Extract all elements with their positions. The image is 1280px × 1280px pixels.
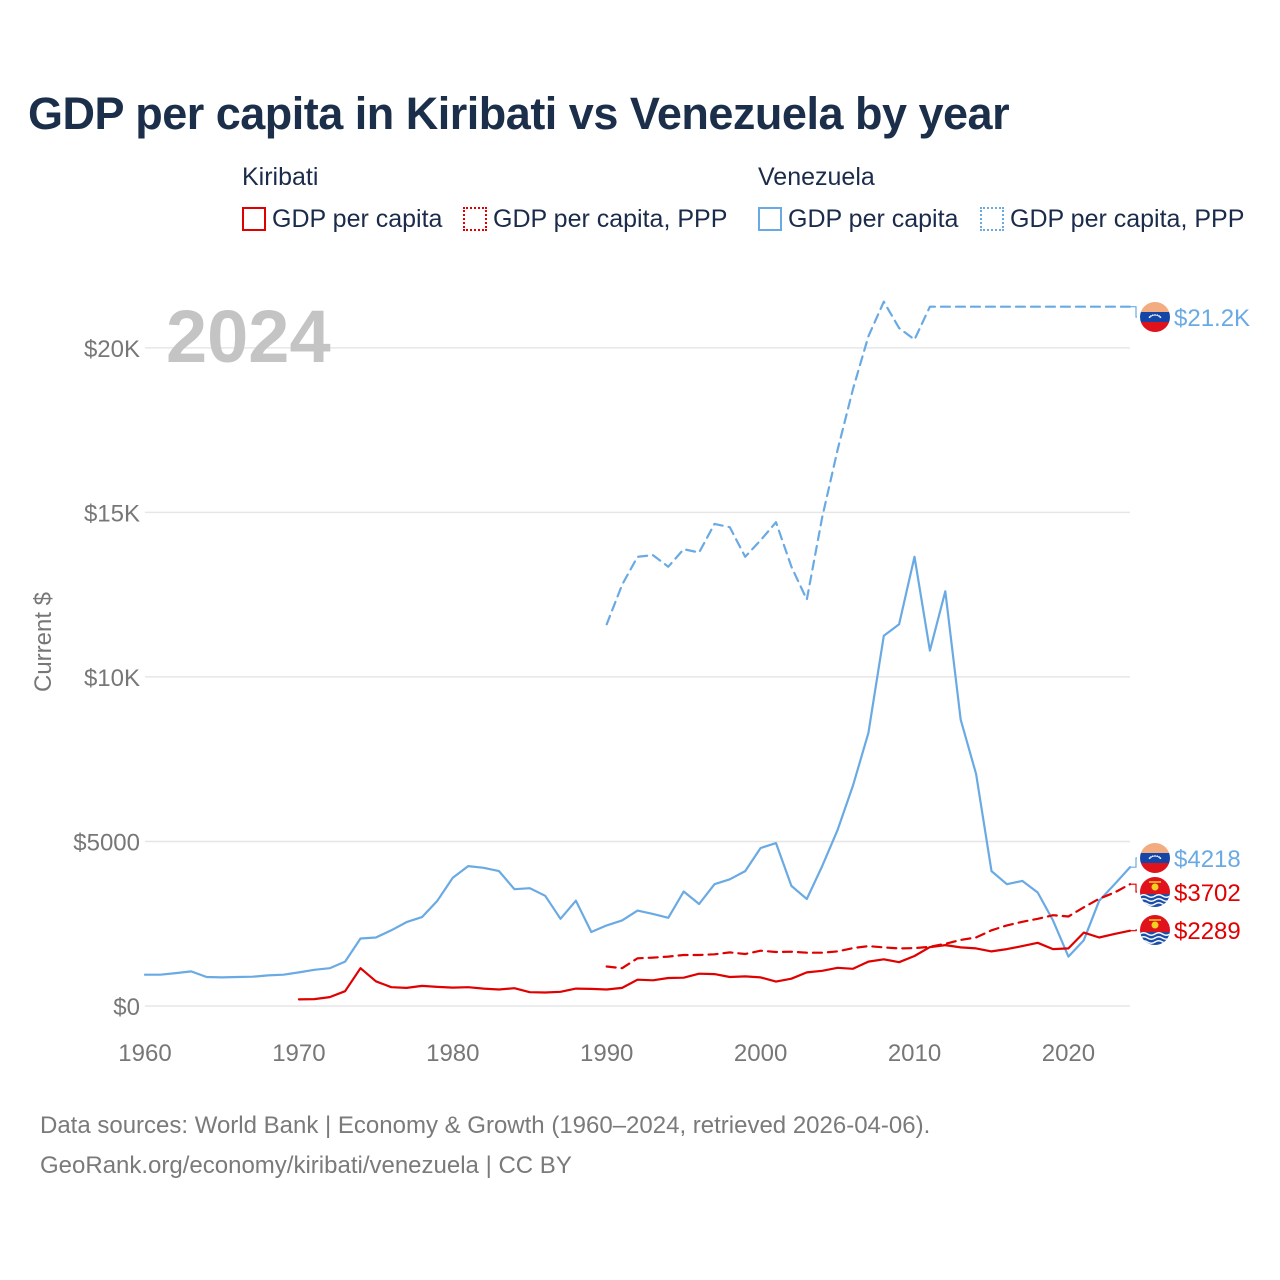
legend-swatch-solid-blue [758,207,782,231]
legend-label: GDP per capita, PPP [1010,204,1245,233]
x-tick-label: 1980 [426,1040,479,1067]
series-layer [143,300,1132,1001]
x-tick-label: 2010 [888,1040,941,1067]
source-line-2[interactable]: GeoRank.org/economy/kiribati/venezuela |… [40,1152,572,1179]
legend-swatch-dotted-red [463,207,487,231]
chart-title: GDP per capita in Kiribati vs Venezuela … [28,88,1010,139]
x-axis-ticks: 1960 1970 1980 1990 2000 2010 2020 [118,1040,1095,1067]
x-tick-label: 1960 [118,1040,171,1067]
venezuela-flag-icon [1140,302,1170,332]
data-source: Data sources: World Bank | Economy & Gro… [40,1106,930,1186]
end-label-connector [1130,929,1137,932]
legend-label: GDP per capita [272,204,443,233]
y-axis-label: Current $ [30,592,57,692]
end-label-connector [1130,883,1137,893]
series-line-venezuela-gdp-per-capita-ppp[interactable] [605,300,1132,626]
end-value-label: $2289 [1174,918,1241,945]
y-axis-ticks: $0 $5000 $10K $15K $20K [73,336,140,1021]
y-tick-label: $20K [84,336,140,363]
source-line-1: Data sources: World Bank | Economy & Gro… [40,1112,931,1139]
legend-venezuela-gdp-ppp[interactable]: GDP per capita, PPP [980,204,1244,234]
y-tick-label: $15K [84,500,140,527]
legend-swatch-dotted-blue [980,207,1004,231]
line-chart: 2024 $0 $5000 $10K $15K $20K 1960 1970 1980 199… [30,295,1250,1067]
series-line-kiribati-gdp-per-capita[interactable] [297,929,1132,1001]
y-tick-label: $0 [113,994,140,1021]
x-tick-label: 1990 [580,1040,633,1067]
year-watermark: 2024 [166,295,331,378]
gridlines [145,347,1130,1007]
end-value-label: $4218 [1174,846,1241,873]
kiribati-flag-icon [1140,915,1170,945]
legend-swatch-solid-red [242,207,266,231]
y-tick-label: $5000 [73,829,140,856]
y-tick-label: $10K [84,665,140,692]
x-tick-label: 1970 [272,1040,325,1067]
legend-label: GDP per capita, PPP [493,204,728,233]
series-line-venezuela-gdp-per-capita[interactable] [143,555,1132,979]
end-value-label: $3702 [1174,880,1241,907]
legend-venezuela-gdp[interactable]: GDP per capita [758,204,958,234]
legend-group-kiribati: Kiribati [242,163,319,191]
legend-kiribati-gdp-ppp[interactable]: GDP per capita, PPP [463,204,727,234]
end-value-label: $21.2K [1174,305,1250,332]
legend-kiribati-gdp[interactable]: GDP per capita [242,204,442,234]
venezuela-flag-icon [1140,843,1170,873]
x-tick-label: 2000 [734,1040,787,1067]
legend-group-venezuela: Venezuela [758,163,875,191]
legend-label: GDP per capita [788,204,959,233]
series-line-kiribati-gdp-per-capita-ppp[interactable] [605,883,1132,970]
end-label-connector [1130,857,1137,868]
x-tick-label: 2020 [1042,1040,1095,1067]
kiribati-flag-icon [1140,877,1170,907]
end-label-connector [1130,306,1137,318]
end-labels: $21.2K $4218 $3702 $2289 [1130,302,1250,945]
